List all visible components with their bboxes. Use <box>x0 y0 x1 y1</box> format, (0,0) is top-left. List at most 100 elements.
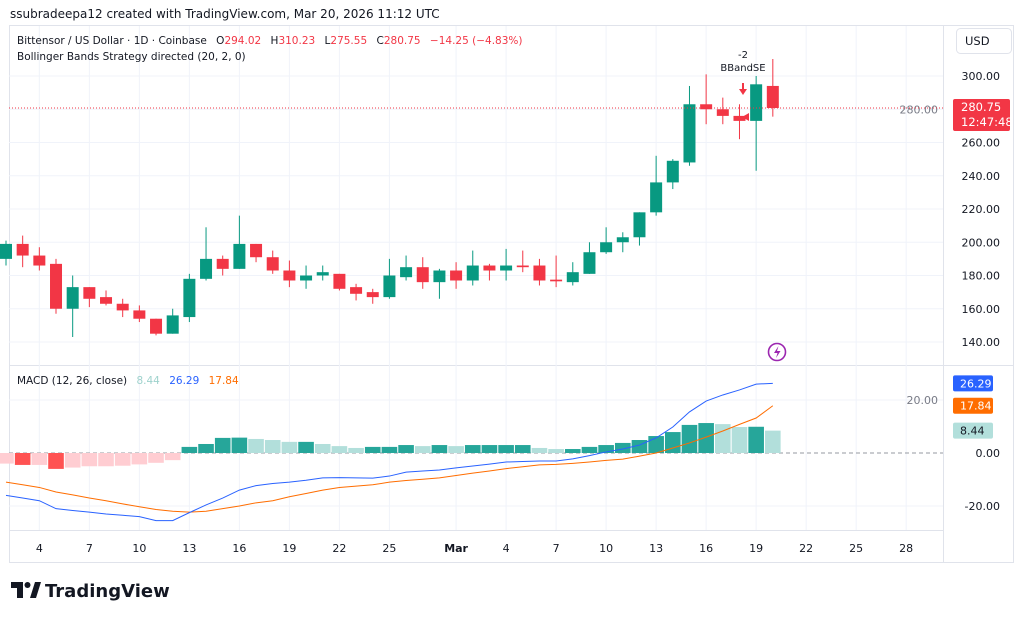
candle-body <box>666 160 679 183</box>
candle <box>116 298 129 318</box>
last-price-label: 280.75 12:47:48 <box>953 99 1013 132</box>
macd-histogram-bar <box>314 443 331 453</box>
candle <box>716 97 729 125</box>
macd-histogram-bar <box>681 424 698 453</box>
candle <box>650 155 663 216</box>
candle <box>0 240 12 266</box>
open-label: O <box>216 35 224 47</box>
candle <box>683 85 696 166</box>
price-axis-label: 260.00 <box>962 137 1001 150</box>
price-axis-label: 220.00 <box>962 203 1001 216</box>
time-axis-label: Mar <box>444 542 468 555</box>
candle-body <box>483 265 496 271</box>
time-axis-label: 19 <box>282 542 296 555</box>
candle-body <box>533 265 546 281</box>
candle <box>233 215 246 269</box>
candle-body <box>150 318 163 334</box>
candle-body <box>200 258 213 279</box>
candle <box>50 258 63 314</box>
open-value: 294.02 <box>224 35 261 47</box>
candle-body <box>516 265 529 268</box>
candle-body <box>750 84 763 121</box>
candle <box>416 257 429 289</box>
time-axis-label: 13 <box>182 542 196 555</box>
candle <box>216 255 229 276</box>
macd-histogram-bar <box>448 446 464 453</box>
strategy-signal[interactable]: -2 BBandSE <box>720 50 766 121</box>
candle <box>400 255 413 281</box>
price-axis-label: 280.00 <box>900 103 939 116</box>
macd-histogram-bar <box>331 446 348 453</box>
macd-histogram-bar <box>648 436 664 453</box>
time-axis-label: 7 <box>553 542 560 555</box>
macd-histogram-bar <box>614 442 631 453</box>
time-axis-label: 10 <box>599 542 613 555</box>
candle-body <box>433 270 446 283</box>
macd-histogram-bar <box>748 426 764 453</box>
macd-histogram-bar <box>765 430 781 453</box>
macd-histogram-bar <box>214 437 231 453</box>
countdown-value: 12:47:48 <box>961 115 1013 129</box>
candle <box>283 260 296 288</box>
candle-body <box>700 104 713 110</box>
candle <box>600 227 613 254</box>
candle-body <box>100 297 113 304</box>
macd-histogram-bar <box>231 437 248 453</box>
candle-body <box>550 279 563 282</box>
macd-histogram-bar <box>31 453 48 465</box>
candle-body <box>166 315 179 334</box>
macd-histogram-bar <box>164 453 181 461</box>
candle <box>750 76 763 171</box>
candle-body <box>733 115 746 121</box>
macd-histogram-bar <box>298 441 314 453</box>
candle-body <box>583 252 596 274</box>
strategy-legend[interactable]: Bollinger Bands Strategy directed (20, 2… <box>17 51 246 63</box>
macd-histogram-bar <box>348 447 364 453</box>
macd-line-axis-label: 26.29 <box>953 375 993 392</box>
candle-body <box>0 243 12 259</box>
macd-histogram-bar <box>698 423 714 453</box>
axis-label-text: 26.29 <box>960 377 992 390</box>
chart-frame <box>9 25 1014 563</box>
currency-label: USD <box>965 34 990 48</box>
candle <box>100 290 113 306</box>
candles <box>0 58 779 338</box>
created-by-text: ssubradeepa12 created with TradingView.c… <box>10 7 440 21</box>
candle-body <box>766 85 779 109</box>
candle-body <box>233 243 246 269</box>
price-axis-label: 180.00 <box>962 270 1001 283</box>
candle-body <box>83 287 96 299</box>
lightning-icon[interactable] <box>767 342 787 362</box>
change-value: −14.25 (−4.83%) <box>430 35 523 47</box>
time-axis-label: 13 <box>649 542 663 555</box>
candle <box>316 265 329 281</box>
usd-button[interactable]: USD <box>956 28 1012 54</box>
candle-body <box>16 243 29 256</box>
macd-histogram-bar <box>548 449 564 453</box>
time-axis-label: 19 <box>749 542 763 555</box>
axis-label-text: 17.84 <box>960 400 992 413</box>
price-axis-label: 160.00 <box>962 303 1001 316</box>
symbol-title[interactable]: Bittensor / US Dollar · 1D · Coinbase <box>17 35 207 47</box>
macd-histogram-bar <box>498 445 514 453</box>
price-axis-label: 200.00 <box>962 236 1001 249</box>
macd-histogram-bar <box>481 445 498 453</box>
entry-flag-icon <box>742 113 749 121</box>
candle-body <box>133 310 146 319</box>
last-price-value: 280.75 <box>961 100 1001 114</box>
candle-body <box>716 109 729 116</box>
candle <box>616 232 629 253</box>
arrow-down-icon <box>739 83 747 95</box>
time-axis-label: 22 <box>332 542 346 555</box>
close-value: 280.75 <box>384 35 421 47</box>
time-axis-label: 25 <box>849 542 863 555</box>
candle <box>516 250 529 273</box>
macd-histogram-bar <box>364 446 381 453</box>
candle <box>733 104 746 140</box>
tradingview-logo[interactable]: TradingView <box>11 581 170 602</box>
macd-histogram-bar <box>114 453 131 466</box>
candle <box>250 243 263 263</box>
macd-title[interactable]: MACD (12, 26, close) <box>17 375 127 387</box>
candle-body <box>316 272 329 276</box>
